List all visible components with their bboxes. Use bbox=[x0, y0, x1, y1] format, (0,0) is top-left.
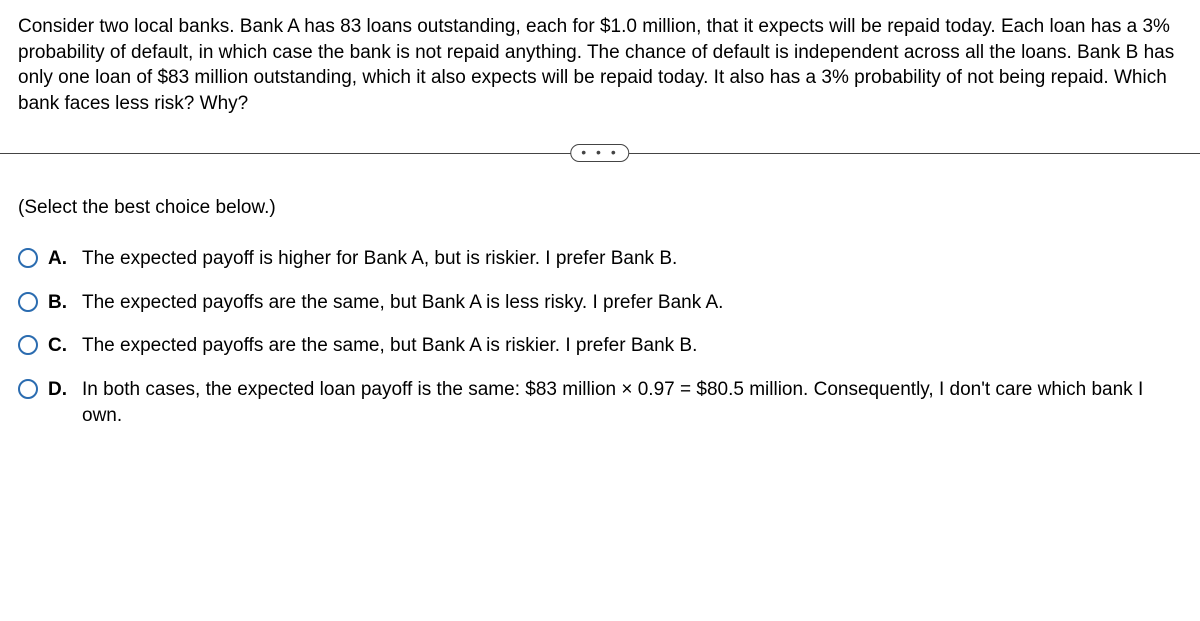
option-letter: D. bbox=[48, 377, 72, 403]
section-divider: • • • bbox=[18, 141, 1182, 165]
question-text: Consider two local banks. Bank A has 83 … bbox=[18, 14, 1182, 117]
option-b: B. The expected payoffs are the same, bu… bbox=[18, 290, 1182, 316]
option-letter: C. bbox=[48, 333, 72, 359]
option-letter: B. bbox=[48, 290, 72, 316]
radio-d[interactable] bbox=[18, 379, 38, 399]
more-options-pill[interactable]: • • • bbox=[570, 144, 629, 162]
option-letter: A. bbox=[48, 246, 72, 272]
option-c: C. The expected payoffs are the same, bu… bbox=[18, 333, 1182, 359]
option-d: D. In both cases, the expected loan payo… bbox=[18, 377, 1182, 428]
radio-b[interactable] bbox=[18, 292, 38, 312]
radio-a[interactable] bbox=[18, 248, 38, 268]
option-text: The expected payoff is higher for Bank A… bbox=[82, 246, 1182, 272]
instruction-text: (Select the best choice below.) bbox=[18, 195, 1182, 221]
option-text: The expected payoffs are the same, but B… bbox=[82, 290, 1182, 316]
option-text: In both cases, the expected loan payoff … bbox=[82, 377, 1182, 428]
radio-c[interactable] bbox=[18, 335, 38, 355]
option-text: The expected payoffs are the same, but B… bbox=[82, 333, 1182, 359]
option-a: A. The expected payoff is higher for Ban… bbox=[18, 246, 1182, 272]
options-list: A. The expected payoff is higher for Ban… bbox=[18, 246, 1182, 428]
